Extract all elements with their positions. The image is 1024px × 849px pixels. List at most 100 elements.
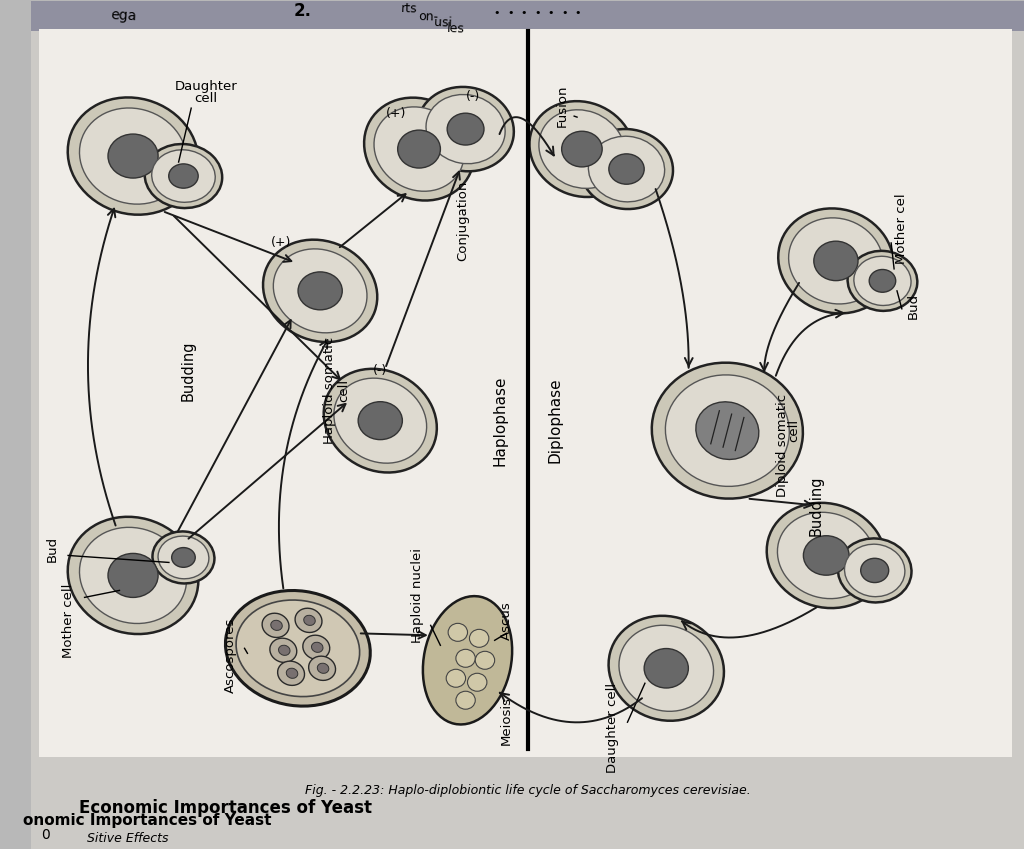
Text: Diplophase: Diplophase	[547, 378, 562, 464]
Text: Mother cel: Mother cel	[895, 194, 908, 264]
Ellipse shape	[108, 134, 158, 178]
Text: Daughter cell: Daughter cell	[606, 683, 620, 773]
Ellipse shape	[589, 136, 665, 202]
Ellipse shape	[838, 538, 911, 603]
Ellipse shape	[618, 625, 714, 711]
Ellipse shape	[225, 591, 371, 706]
Text: Meiosis: Meiosis	[500, 695, 513, 745]
Text: Haploid somatic: Haploid somatic	[324, 337, 336, 444]
Ellipse shape	[449, 623, 468, 641]
Ellipse shape	[804, 536, 849, 575]
Ellipse shape	[158, 536, 209, 579]
Ellipse shape	[539, 110, 625, 188]
Ellipse shape	[270, 638, 297, 662]
Text: •: •	[574, 8, 582, 19]
Ellipse shape	[778, 208, 894, 313]
Ellipse shape	[397, 130, 440, 168]
Ellipse shape	[848, 250, 918, 311]
Bar	[32, 2, 1024, 31]
Ellipse shape	[529, 101, 635, 197]
Text: •: •	[535, 8, 541, 19]
Ellipse shape	[609, 154, 644, 184]
Text: Fig. - 2.2.23: Haplo-diplobiontic life cycle of Saccharomyces cerevisiae.: Fig. - 2.2.23: Haplo-diplobiontic life c…	[305, 784, 751, 796]
Ellipse shape	[68, 517, 199, 634]
Ellipse shape	[446, 669, 466, 687]
Text: •: •	[548, 8, 554, 19]
Ellipse shape	[365, 98, 474, 200]
Ellipse shape	[295, 608, 322, 633]
Text: (-): (-)	[466, 90, 480, 103]
Text: Bud: Bud	[907, 293, 920, 319]
Ellipse shape	[358, 402, 402, 440]
Text: Haploid nuclei: Haploid nuclei	[411, 548, 424, 643]
Ellipse shape	[423, 596, 512, 724]
Ellipse shape	[172, 548, 196, 567]
Ellipse shape	[777, 512, 876, 599]
Text: ega: ega	[110, 8, 136, 23]
Ellipse shape	[303, 635, 330, 660]
Ellipse shape	[304, 616, 315, 626]
Text: cell: cell	[195, 92, 217, 104]
Ellipse shape	[814, 241, 858, 281]
Ellipse shape	[311, 642, 323, 652]
Ellipse shape	[324, 368, 437, 473]
Text: •: •	[561, 8, 567, 19]
Ellipse shape	[270, 621, 283, 631]
Text: (+): (+)	[386, 107, 406, 120]
Ellipse shape	[469, 629, 488, 647]
Text: onomic Importances of Yeast: onomic Importances of Yeast	[24, 812, 271, 828]
Text: Economic Importances of Yeast: Economic Importances of Yeast	[79, 799, 372, 817]
Text: cell: cell	[787, 419, 801, 442]
Ellipse shape	[561, 132, 602, 167]
Ellipse shape	[263, 239, 377, 342]
Ellipse shape	[845, 544, 905, 597]
Text: rts: rts	[400, 3, 418, 16]
Ellipse shape	[426, 94, 505, 164]
Ellipse shape	[456, 691, 475, 709]
Ellipse shape	[169, 164, 199, 188]
Text: Daughter: Daughter	[174, 80, 238, 93]
Ellipse shape	[447, 113, 484, 145]
Text: 2.: 2.	[294, 3, 311, 20]
Ellipse shape	[144, 144, 222, 208]
Ellipse shape	[418, 87, 514, 171]
Ellipse shape	[854, 256, 911, 306]
Text: 0: 0	[41, 828, 50, 842]
Ellipse shape	[317, 663, 329, 673]
Text: Fusion: Fusion	[556, 85, 569, 127]
Text: •: •	[494, 8, 500, 19]
Text: Sitive Effects: Sitive Effects	[87, 831, 169, 845]
Ellipse shape	[456, 649, 475, 667]
Ellipse shape	[861, 559, 889, 582]
Text: les: les	[446, 22, 465, 36]
Text: Conjugation: Conjugation	[456, 181, 469, 261]
Text: Ascus: Ascus	[500, 601, 513, 640]
Text: Ascospores: Ascospores	[223, 617, 237, 693]
Bar	[39, 29, 1013, 757]
Ellipse shape	[644, 649, 688, 688]
Ellipse shape	[767, 503, 886, 608]
Text: cell: cell	[337, 380, 350, 402]
Text: Budding: Budding	[809, 475, 824, 536]
Ellipse shape	[237, 600, 359, 696]
Ellipse shape	[108, 554, 158, 598]
Ellipse shape	[334, 378, 427, 464]
Text: Haplophase: Haplophase	[493, 375, 508, 466]
Ellipse shape	[278, 661, 304, 685]
Text: Diploid somatic: Diploid somatic	[776, 394, 790, 498]
Ellipse shape	[788, 218, 884, 304]
Ellipse shape	[80, 527, 186, 623]
Ellipse shape	[374, 107, 464, 191]
Ellipse shape	[80, 108, 186, 204]
Text: Bud: Bud	[46, 536, 59, 561]
Ellipse shape	[298, 272, 342, 310]
Ellipse shape	[468, 673, 486, 691]
Ellipse shape	[666, 375, 790, 486]
Ellipse shape	[153, 531, 214, 583]
Ellipse shape	[580, 129, 673, 209]
Text: usi: usi	[434, 16, 453, 30]
Ellipse shape	[279, 645, 290, 655]
Ellipse shape	[652, 363, 803, 498]
Text: on-: on-	[419, 10, 439, 24]
Ellipse shape	[273, 249, 367, 333]
